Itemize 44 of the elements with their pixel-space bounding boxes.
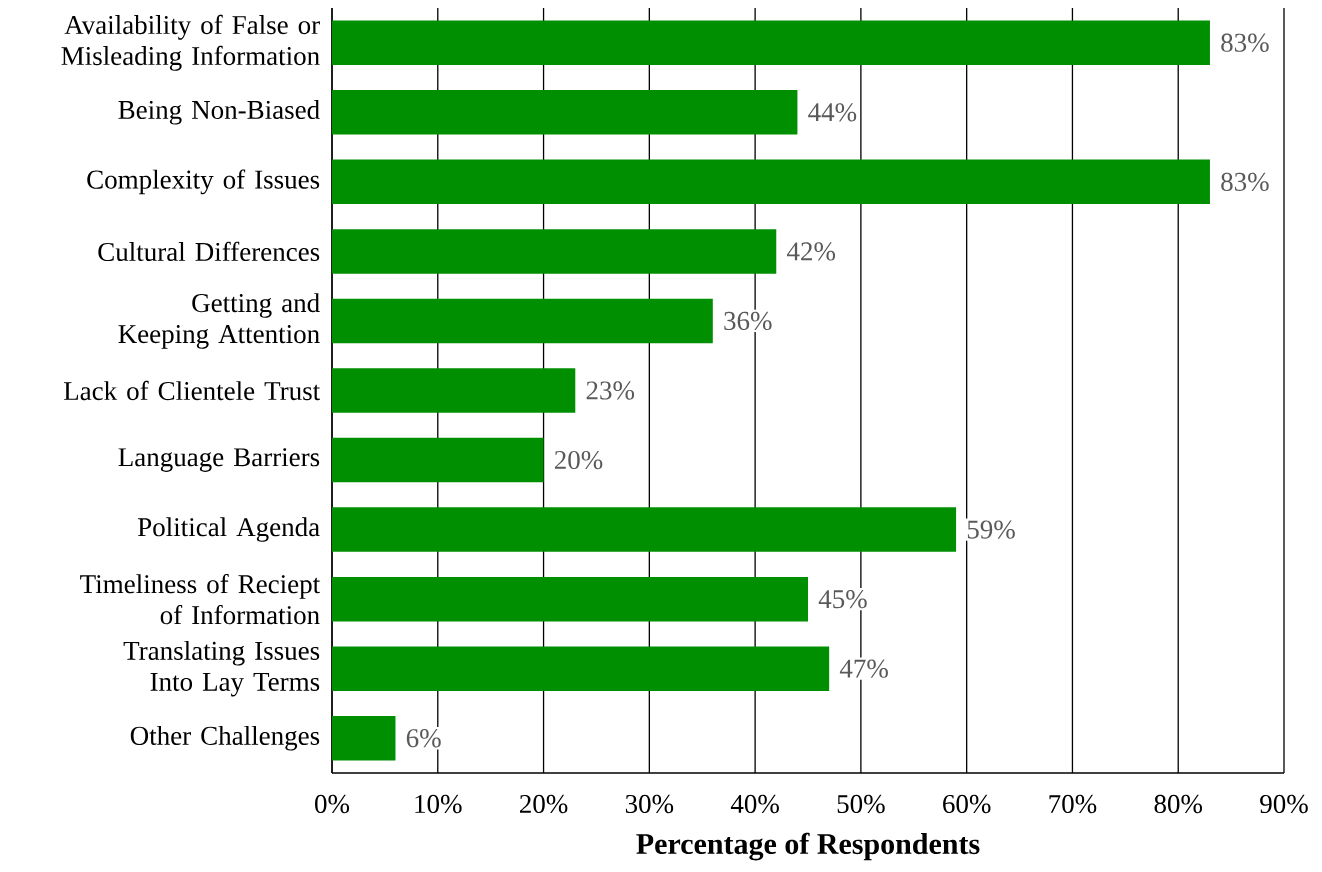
data-label: 44% <box>808 103 857 122</box>
bar <box>332 437 544 483</box>
x-axis-title: Percentage of Respondents <box>636 832 980 861</box>
bar <box>332 715 396 761</box>
data-label: 36% <box>724 311 772 331</box>
data-label: 83% <box>1221 33 1269 52</box>
x-tick-label: 40% <box>730 794 779 814</box>
data-label: 83% <box>1221 172 1269 192</box>
y-tick-label: Other Challenges <box>130 725 320 751</box>
x-tick-label: 80% <box>1154 794 1203 814</box>
y-tick-label: Political Agenda <box>137 517 320 542</box>
data-label: 59% <box>967 520 1015 539</box>
y-tick-label: Complexity of Issues <box>87 169 320 195</box>
x-tick-label: 70% <box>1049 794 1097 814</box>
y-tick-label: Being Non-Biased <box>118 100 320 125</box>
bar <box>332 646 830 691</box>
x-tick-label: 50% <box>837 794 885 814</box>
bar <box>332 576 808 622</box>
x-tick-label: 10% <box>415 794 462 814</box>
data-label: 45% <box>818 589 867 609</box>
y-tick-label: Translating Issues Into Lay Terms <box>123 640 320 697</box>
bar <box>332 368 576 413</box>
bar <box>332 229 777 274</box>
bar <box>332 507 957 552</box>
y-tick-label: Timeliness of Reciept of Information <box>80 574 320 625</box>
y-tick-label: Lack of Clientele Trust <box>63 380 321 401</box>
x-tick-label: 0% <box>315 794 350 814</box>
y-tick-label: Cultural Differences <box>98 241 320 262</box>
bar <box>332 298 713 344</box>
x-tick-label: 20% <box>520 794 568 814</box>
y-tick-label: Language Barriers <box>118 448 320 472</box>
y-tick-label: Getting and Keeping Attention <box>118 293 320 349</box>
y-tick-label: Availability of False or Misleading Information <box>61 14 320 71</box>
data-label: 6% <box>406 729 441 748</box>
bar <box>332 159 1210 205</box>
data-label: 23% <box>586 381 635 400</box>
x-tick-label: 90% <box>1260 794 1308 814</box>
data-label: 20% <box>554 450 603 470</box>
data-label: 47% <box>839 659 888 678</box>
data-label: 42% <box>787 242 836 261</box>
bar <box>332 90 798 135</box>
bar <box>332 20 1210 66</box>
x-tick-label: 30% <box>625 794 674 814</box>
x-tick-label: 60% <box>943 794 991 814</box>
